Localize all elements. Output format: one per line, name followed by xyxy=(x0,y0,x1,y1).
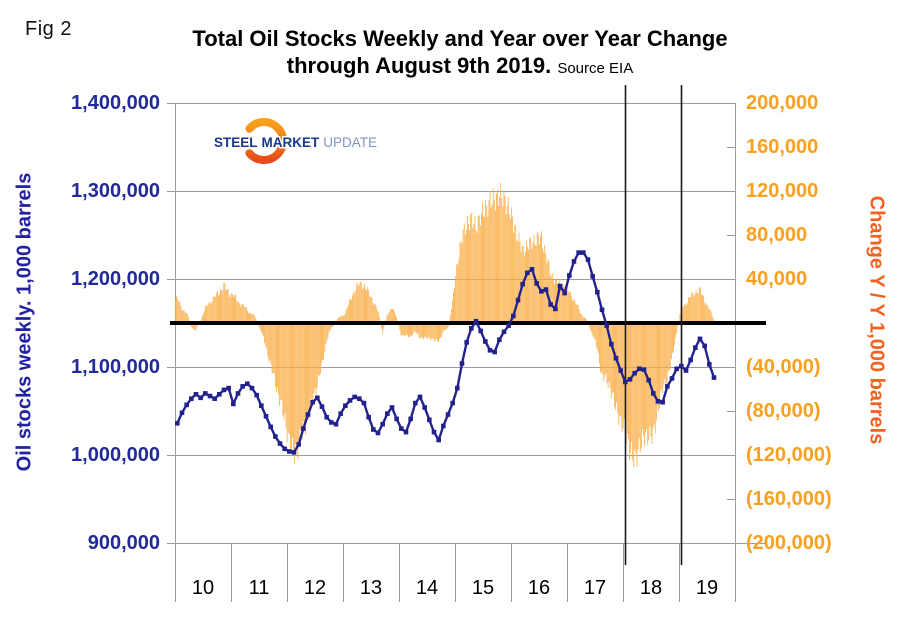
chart-title-line1: Total Oil Stocks Weekly and Year over Ye… xyxy=(192,26,728,51)
logo-crescent-icon xyxy=(245,118,287,164)
right-axis-tick-label: 120,000 xyxy=(746,180,819,202)
left-axis-tick-label: 1,000,000 xyxy=(71,444,160,466)
left-axis-tick-label: 1,200,000 xyxy=(71,268,160,290)
x-axis-tick-label: 13 xyxy=(359,577,383,599)
right-axis-tick-label: (120,000) xyxy=(746,444,832,466)
left-axis-tick-label: 1,100,000 xyxy=(71,356,160,378)
chart-source: Source EIA xyxy=(557,60,634,77)
left-axis-tick-label: 1,400,000 xyxy=(71,92,160,114)
steel-market-update-logo: STEEL MARKET UPDATE xyxy=(213,118,379,164)
left-axis-title: Oil stocks weekly. 1,000 barrels xyxy=(13,172,36,472)
x-axis-tick-label: 17 xyxy=(583,577,607,599)
right-axis-tick-label: (40,000) xyxy=(746,356,821,378)
x-axis-tick-label: 18 xyxy=(639,577,663,599)
right-axis-tick-label: 200,000 xyxy=(746,92,819,114)
chart-title-line2-bold: through August 9th 2019. xyxy=(286,53,552,78)
logo-text: STEEL MARKET UPDATE xyxy=(214,135,377,150)
x-axis-tick-label: 14 xyxy=(415,577,439,599)
right-axis-tick-label: 40,000 xyxy=(746,268,808,290)
chart-title-line2: through August 9th 2019. Source EIA xyxy=(140,52,780,83)
right-axis-tick-label: 80,000 xyxy=(746,224,808,246)
figure-label: Fig 2 xyxy=(25,18,72,40)
right-axis-tick-label: (200,000) xyxy=(746,532,832,554)
x-axis-tick-label: 15 xyxy=(471,577,495,599)
x-axis-tick-label: 16 xyxy=(527,577,551,599)
right-axis-tick-label: 160,000 xyxy=(746,136,819,158)
chart-title: Total Oil Stocks Weekly and Year over Ye… xyxy=(140,26,780,83)
x-axis-tick-label: 11 xyxy=(248,577,270,599)
right-axis-tick-label: (160,000) xyxy=(746,488,832,510)
x-axis-tick-label: 12 xyxy=(303,577,327,599)
left-axis-tick-label: 900,000 xyxy=(87,532,160,554)
x-axis-tick-label: 19 xyxy=(695,577,719,599)
right-axis-tick-label: (80,000) xyxy=(746,400,821,422)
x-axis-tick-label: 10 xyxy=(191,577,215,599)
left-axis-tick-label: 1,300,000 xyxy=(71,180,160,202)
